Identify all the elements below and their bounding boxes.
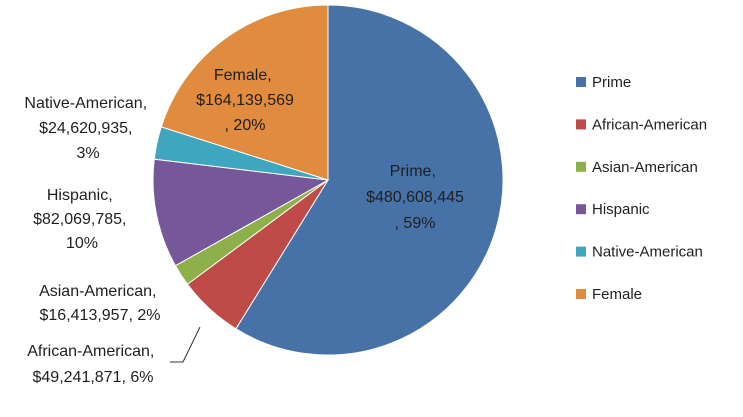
label-separator: , bbox=[108, 187, 117, 204]
legend-label: Hispanic bbox=[592, 201, 650, 218]
label-separator: , bbox=[122, 211, 131, 228]
label-part: 59% bbox=[403, 215, 435, 232]
label-part: Hispanic bbox=[47, 187, 108, 204]
label-part: $480,608,445 bbox=[366, 189, 464, 206]
legend-swatch bbox=[576, 289, 586, 299]
label-separator: , bbox=[150, 343, 159, 360]
legend-label: Asian-American bbox=[592, 159, 698, 176]
label-part: $164,139,569 bbox=[196, 92, 294, 109]
label-separator: , bbox=[267, 67, 276, 84]
legend-label: Native-American bbox=[592, 244, 703, 261]
legend-swatch bbox=[576, 77, 586, 87]
label-part: Prime bbox=[390, 163, 432, 180]
data-label: Asian-American, $16,413,957, 2% bbox=[39, 283, 161, 324]
legend-label: African-American bbox=[592, 116, 707, 133]
pie-slice bbox=[235, 4, 504, 356]
legend-swatch bbox=[576, 246, 586, 257]
data-label: African-American, $49,241,871, 6% bbox=[27, 343, 159, 386]
label-separator: , bbox=[121, 369, 130, 386]
label-part: $16,413,957 bbox=[40, 307, 129, 324]
label-separator: , bbox=[128, 307, 137, 324]
pie-slice bbox=[152, 158, 330, 267]
label-part: 6% bbox=[130, 369, 153, 386]
legend-swatch bbox=[576, 204, 586, 215]
label-part: Asian-American bbox=[39, 283, 152, 300]
pie-slice bbox=[160, 4, 329, 181]
data-label: Female, $164,139,569, 20% bbox=[196, 67, 294, 134]
legend-label: Female bbox=[592, 286, 642, 303]
legend-swatch bbox=[576, 119, 586, 130]
data-label: Native-American, $24,620,935, 3% bbox=[24, 95, 151, 162]
label-part: Native-American bbox=[24, 95, 142, 112]
label-separator: , bbox=[225, 117, 234, 134]
label-part: African-American bbox=[27, 343, 150, 360]
label-separator: , bbox=[143, 95, 152, 112]
data-labels: Prime, $480,608,445, 59% African-American… bbox=[24, 67, 464, 386]
label-part: $49,241,871 bbox=[33, 369, 122, 386]
legend-swatch bbox=[576, 161, 586, 172]
label-part: $24,620,935 bbox=[39, 120, 128, 137]
label-separator: , bbox=[128, 120, 137, 137]
label-part: $82,069,785 bbox=[33, 211, 122, 228]
label-part: 20% bbox=[233, 117, 265, 134]
label-separator: , bbox=[431, 163, 440, 180]
data-label: Prime, $480,608,445, 59% bbox=[366, 163, 464, 232]
pie bbox=[152, 4, 504, 356]
label-part: 10% bbox=[66, 235, 98, 252]
legend: Prime African-American Asian-American Hispa… bbox=[576, 74, 707, 303]
label-part: 2% bbox=[137, 307, 160, 324]
label-part: 3% bbox=[76, 145, 99, 162]
data-label: Hispanic, $82,069,785, 10% bbox=[33, 187, 131, 252]
legend-label: Prime bbox=[592, 74, 631, 91]
label-part: Female bbox=[214, 67, 267, 84]
label-separator: , bbox=[395, 215, 404, 232]
leader-line bbox=[170, 326, 201, 363]
label-separator: , bbox=[152, 283, 161, 300]
